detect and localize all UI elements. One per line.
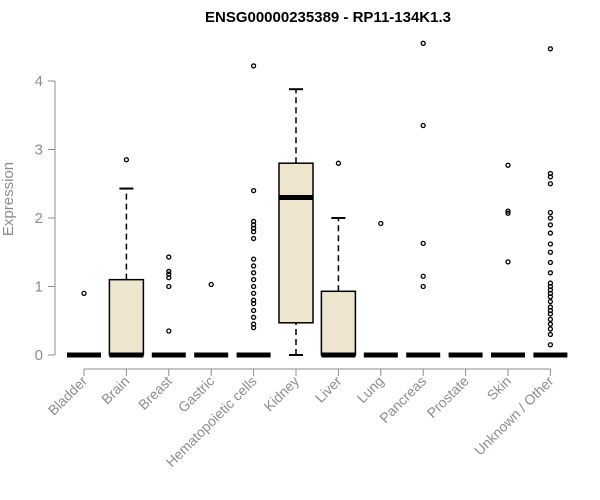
box-group bbox=[151, 254, 186, 358]
x-tick-label: Kidney bbox=[261, 373, 303, 415]
outlier-point bbox=[250, 218, 257, 225]
outlier-point bbox=[505, 208, 511, 214]
outlier-point bbox=[166, 328, 172, 334]
box-rect bbox=[320, 290, 357, 356]
outlier-point bbox=[420, 240, 426, 246]
outlier-point bbox=[81, 290, 87, 297]
outlier-point bbox=[547, 298, 554, 305]
outlier-point bbox=[250, 256, 257, 262]
x-tick-label: Lung bbox=[354, 373, 387, 406]
outlier-point bbox=[250, 276, 257, 283]
x-tick-label: Breast bbox=[135, 373, 175, 413]
box-group bbox=[491, 162, 525, 358]
outlier-point bbox=[250, 297, 257, 303]
outlier-point bbox=[166, 283, 172, 290]
x-tick-label: Liver bbox=[312, 373, 345, 406]
outlier-point bbox=[250, 235, 257, 242]
outlier-point bbox=[420, 283, 426, 290]
outlier-point bbox=[505, 210, 511, 216]
outlier-point bbox=[250, 283, 257, 290]
box-group bbox=[108, 157, 145, 358]
chart-title: ENSG00000235389 - RP11-134K1.3 bbox=[205, 9, 451, 26]
x-tick-label: Unknown / Other bbox=[471, 373, 557, 459]
y-axis-label: Expression bbox=[0, 162, 17, 236]
box-group bbox=[236, 63, 271, 358]
outlier-point bbox=[123, 157, 130, 163]
y-tick-label: 2 bbox=[35, 210, 43, 227]
box-group bbox=[363, 220, 398, 358]
box-group bbox=[320, 160, 357, 358]
outlier-point bbox=[250, 290, 257, 297]
outlier-point bbox=[250, 270, 257, 276]
outlier-point bbox=[547, 181, 554, 187]
outlier-point bbox=[547, 321, 554, 327]
outlier-point bbox=[250, 314, 257, 320]
outlier-point bbox=[547, 280, 554, 286]
x-tick-label: Prostate bbox=[424, 373, 472, 421]
outlier-point bbox=[420, 273, 426, 279]
outlier-point bbox=[547, 259, 554, 266]
outlier-point bbox=[250, 307, 257, 314]
x-tick-label: Bladder bbox=[45, 373, 91, 419]
y-tick-label: 3 bbox=[35, 142, 43, 159]
x-tick-label: Pancreas bbox=[376, 373, 429, 426]
outlier-point bbox=[547, 331, 554, 338]
outlier-point bbox=[420, 40, 426, 46]
outlier-point bbox=[547, 326, 554, 332]
box-group bbox=[194, 281, 229, 358]
outlier-point bbox=[166, 254, 172, 260]
boxes bbox=[67, 40, 568, 358]
outlier-point bbox=[547, 342, 554, 348]
box-group bbox=[278, 88, 314, 356]
y-tick-label: 1 bbox=[35, 279, 43, 296]
outlier-point bbox=[250, 263, 257, 269]
outlier-point bbox=[505, 259, 511, 265]
outlier-point bbox=[250, 187, 257, 194]
outlier-point bbox=[547, 241, 554, 247]
outlier-point bbox=[547, 46, 554, 52]
outlier-point bbox=[547, 215, 554, 221]
outlier-point bbox=[547, 249, 554, 255]
outlier-point bbox=[505, 162, 511, 168]
outlier-point bbox=[166, 268, 172, 275]
outlier-point bbox=[420, 122, 426, 129]
y-tick-label: 4 bbox=[35, 73, 43, 90]
outlier-point bbox=[250, 321, 257, 327]
box-rect bbox=[278, 162, 314, 324]
outlier-point bbox=[250, 63, 257, 69]
outlier-point bbox=[208, 281, 214, 288]
outlier-point bbox=[166, 271, 172, 277]
box-rect bbox=[108, 278, 145, 356]
y-axis: 0 1 2 3 4 bbox=[35, 73, 56, 364]
outlier-point bbox=[547, 170, 554, 177]
box-group bbox=[406, 40, 441, 358]
outlier-point bbox=[547, 304, 554, 310]
outlier-point bbox=[547, 230, 554, 236]
box-group bbox=[533, 46, 568, 358]
x-tick-label: Skin bbox=[484, 373, 515, 404]
outlier-point bbox=[547, 209, 554, 216]
outlier-point bbox=[547, 222, 554, 228]
y-axis-ticks: 0 1 2 3 4 bbox=[35, 73, 55, 364]
outlier-point bbox=[378, 220, 384, 227]
outlier-point bbox=[547, 270, 554, 276]
x-tick-label: Brain bbox=[98, 373, 132, 407]
outlier-point bbox=[547, 316, 554, 323]
y-tick-label: 0 bbox=[35, 347, 43, 364]
box-group bbox=[67, 290, 101, 358]
outlier-point bbox=[335, 160, 342, 166]
